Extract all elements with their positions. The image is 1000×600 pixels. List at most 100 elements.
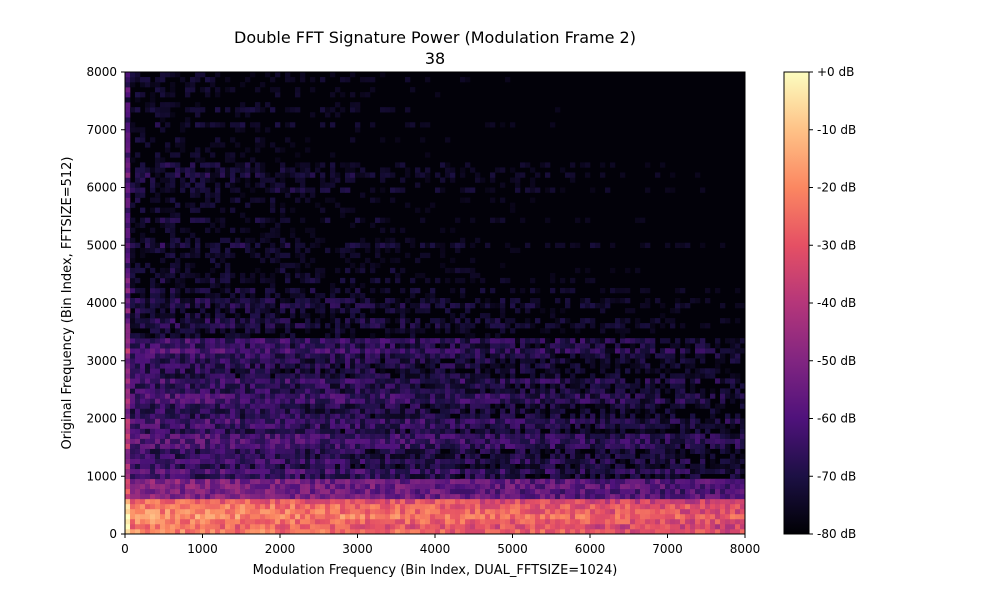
heatmap-cell — [440, 413, 446, 419]
heatmap-cell — [585, 478, 591, 485]
heatmap-cell — [675, 463, 681, 470]
heatmap-cell — [265, 338, 271, 344]
heatmap-cell — [665, 423, 671, 429]
heatmap-cell — [370, 303, 376, 309]
heatmap-cell — [375, 483, 381, 490]
heatmap-cell — [680, 463, 686, 470]
heatmap-cell — [730, 338, 736, 344]
heatmap-cell — [175, 403, 181, 409]
heatmap-cell — [375, 363, 381, 369]
heatmap-cell — [140, 503, 146, 510]
heatmap-cell — [460, 303, 466, 309]
heatmap-cell — [650, 348, 656, 354]
heatmap-cell — [550, 483, 556, 490]
heatmap-cell — [640, 453, 646, 459]
heatmap-cell — [545, 353, 551, 359]
heatmap-cell — [385, 513, 391, 520]
heatmap-cell — [345, 503, 351, 510]
heatmap-cell — [390, 358, 396, 364]
heatmap-cell — [300, 428, 306, 434]
heatmap-cell — [495, 443, 501, 449]
heatmap-cell — [550, 438, 556, 444]
heatmap-cell — [325, 488, 331, 495]
heatmap-cell — [160, 323, 166, 329]
heatmap-cell — [150, 488, 156, 495]
heatmap-cell — [310, 443, 316, 449]
heatmap-cell — [200, 518, 206, 525]
heatmap-cell — [520, 438, 526, 444]
heatmap-cell — [125, 523, 131, 530]
heatmap-cell — [310, 303, 316, 309]
heatmap-cell — [420, 338, 426, 344]
heatmap-cell — [525, 303, 531, 309]
heatmap-cell — [155, 528, 161, 535]
heatmap-cell — [700, 478, 706, 485]
heatmap-cell — [630, 473, 636, 480]
heatmap-cell — [365, 508, 371, 515]
heatmap-cell — [200, 523, 206, 530]
heatmap-cell — [240, 323, 246, 329]
heatmap-cell — [260, 528, 266, 535]
heatmap-cell — [560, 287, 566, 294]
heatmap-cell — [200, 308, 206, 314]
heatmap-cell — [510, 503, 516, 510]
heatmap-cell — [270, 493, 276, 500]
heatmap-cell — [140, 483, 146, 490]
heatmap-cell — [660, 323, 666, 329]
heatmap-cell — [275, 323, 281, 329]
heatmap-cell — [690, 418, 696, 424]
heatmap-cell — [425, 478, 431, 485]
heatmap-cell — [425, 463, 431, 470]
heatmap-cell — [680, 378, 686, 384]
heatmap-cell — [610, 373, 616, 379]
heatmap-cell — [280, 513, 286, 520]
heatmap-cell — [700, 393, 706, 399]
heatmap-cell — [180, 393, 186, 399]
heatmap-cell — [495, 353, 501, 359]
heatmap-cell — [385, 388, 391, 394]
heatmap-cell — [460, 523, 466, 530]
heatmap-cell — [160, 383, 166, 389]
heatmap-cell — [460, 403, 466, 409]
heatmap-cell — [175, 473, 181, 480]
heatmap-cell — [585, 528, 591, 535]
heatmap-cell — [720, 378, 726, 384]
heatmap-cell — [425, 418, 431, 424]
heatmap-cell — [165, 458, 171, 464]
heatmap-cell — [405, 363, 411, 369]
heatmap-cell — [530, 338, 536, 344]
heatmap-cell — [285, 393, 291, 399]
heatmap-cell — [185, 453, 191, 459]
heatmap-cell — [415, 418, 421, 424]
heatmap-cell — [600, 483, 606, 490]
heatmap-cell — [140, 498, 146, 505]
heatmap-cell — [165, 378, 171, 384]
heatmap-cell — [210, 483, 216, 490]
heatmap-cell — [595, 493, 601, 500]
heatmap-cell — [360, 348, 366, 354]
heatmap-cell — [530, 503, 536, 510]
heatmap-cell — [470, 433, 476, 439]
heatmap-cell — [365, 353, 371, 359]
heatmap-cell — [540, 443, 546, 449]
heatmap-cell — [595, 403, 601, 409]
heatmap-cell — [310, 393, 316, 399]
heatmap-cell — [435, 348, 441, 354]
heatmap-cell — [225, 523, 231, 530]
heatmap-cell — [320, 443, 326, 449]
heatmap-cell — [730, 498, 736, 505]
heatmap-cell — [160, 488, 166, 495]
heatmap-cell — [275, 383, 281, 389]
heatmap-cell — [140, 443, 146, 449]
heatmap-cell — [645, 528, 651, 535]
heatmap-cell — [230, 428, 236, 434]
heatmap-cell — [240, 358, 246, 364]
heatmap-cell — [175, 508, 181, 515]
heatmap-cell — [230, 478, 236, 485]
heatmap-cell — [415, 373, 421, 379]
heatmap-cell — [360, 353, 366, 359]
heatmap-cell — [660, 373, 666, 379]
heatmap-cell — [690, 413, 696, 419]
heatmap-cell — [225, 368, 231, 374]
heatmap-cell — [480, 518, 486, 525]
